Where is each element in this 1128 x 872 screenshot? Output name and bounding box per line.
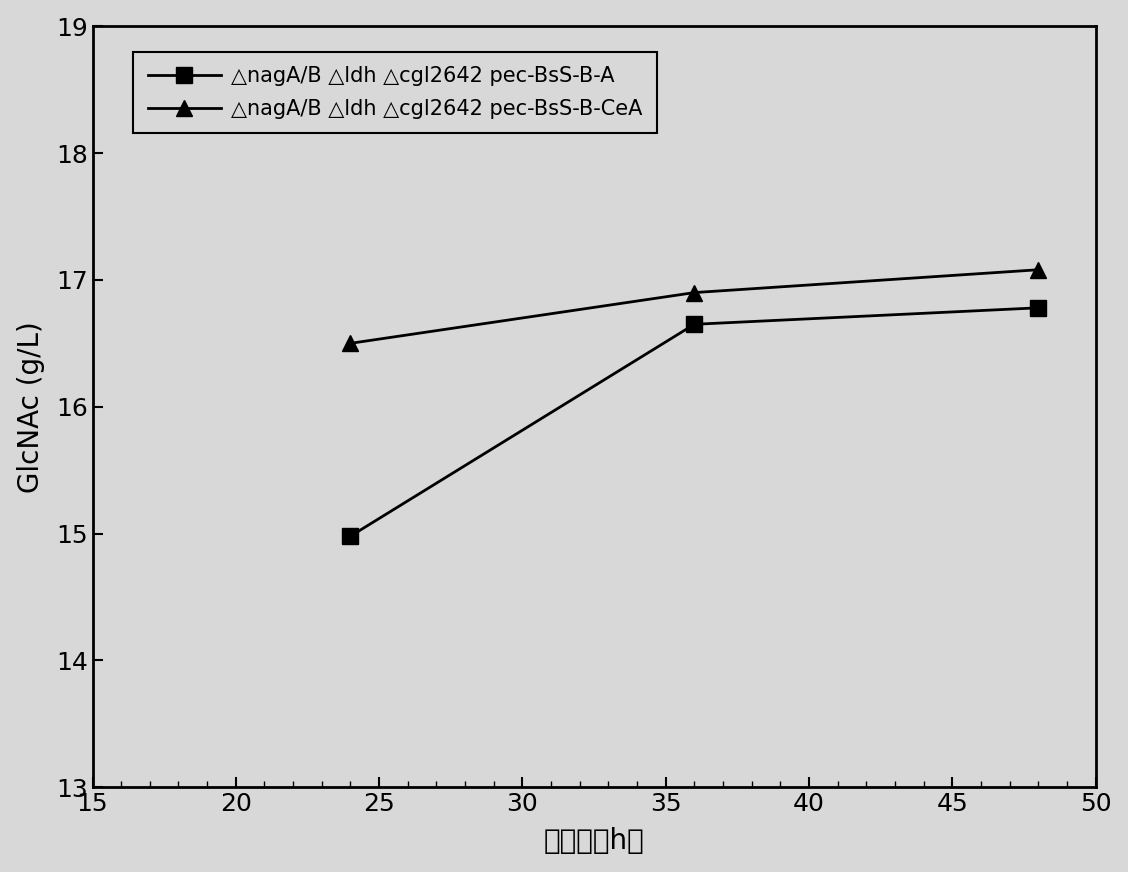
Legend: △nagA/B △ldh △cgl2642 pec-BsS-B-A, △nagA/B △ldh △cgl2642 pec-BsS-B-CeA: △nagA/B △ldh △cgl2642 pec-BsS-B-A, △nagA…: [133, 51, 656, 133]
Y-axis label: GlcNAc (g/L): GlcNAc (g/L): [17, 321, 45, 493]
X-axis label: 时间　（h）: 时间 （h）: [544, 828, 644, 855]
